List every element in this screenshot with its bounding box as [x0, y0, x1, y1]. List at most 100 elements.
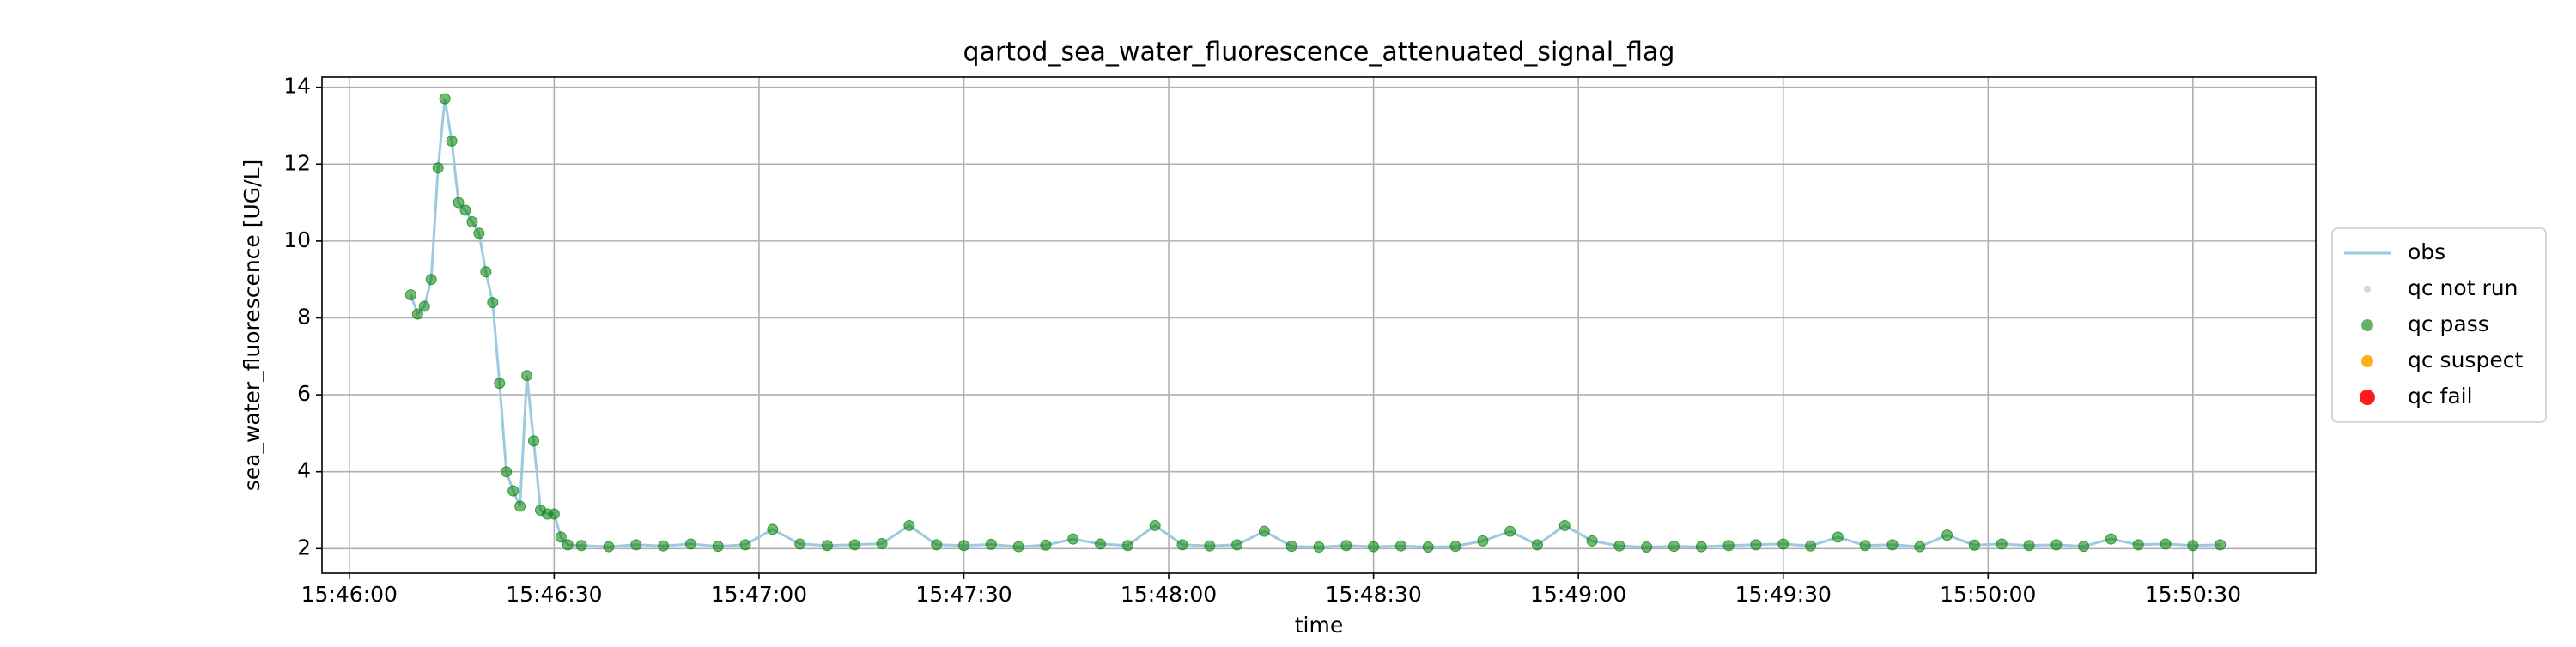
qc-point	[1914, 541, 1926, 553]
qc-point	[1886, 539, 1899, 551]
qc-point	[1095, 538, 1107, 550]
legend: obs qc not run qc pass qc suspect qc fail	[2331, 227, 2547, 423]
qc-point	[1067, 533, 1079, 545]
qc-point	[1641, 541, 1653, 553]
qc-point	[2105, 533, 2117, 545]
qc-point	[1695, 541, 1707, 553]
x-tick-label: 15:47:30	[915, 582, 1012, 607]
qc-point	[1531, 539, 1543, 551]
qc-point	[1996, 538, 2008, 550]
x-tick-label: 15:50:30	[2145, 582, 2241, 607]
qc-point	[1121, 540, 1133, 552]
legend-marker	[2360, 390, 2375, 405]
x-tick-label: 15:49:30	[1735, 582, 1832, 607]
x-axis-label: time	[1295, 613, 1343, 638]
qc-point	[555, 531, 567, 543]
qc-point	[1040, 539, 1052, 551]
qc-point	[473, 227, 485, 239]
qc-point	[453, 197, 465, 209]
qc-point	[466, 215, 478, 227]
qc-point	[2023, 540, 2035, 552]
x-tick-label: 15:48:30	[1325, 582, 1421, 607]
qc-point	[425, 274, 437, 286]
qc-point	[446, 135, 458, 147]
legend-marker	[2361, 319, 2373, 331]
qc-point	[2215, 539, 2227, 551]
qc-point	[1149, 519, 1161, 531]
qc-point	[1285, 541, 1297, 553]
qc-point	[459, 204, 471, 216]
legend-label: qc fail	[2408, 384, 2473, 408]
y-tick-label: 10	[283, 227, 311, 252]
qc-point	[1012, 541, 1024, 553]
qc-point	[985, 538, 997, 550]
y-tick-label: 6	[297, 381, 311, 406]
qc-point	[1613, 540, 1625, 552]
qc-point	[2132, 539, 2144, 551]
qc-point	[1777, 538, 1789, 550]
qc-point	[1805, 540, 1817, 552]
qc-point	[1368, 541, 1380, 553]
y-tick-label: 2	[297, 535, 311, 559]
legend-label: obs	[2408, 239, 2445, 264]
qc-point	[821, 540, 833, 552]
qc-point	[2050, 539, 2063, 551]
qc-point	[957, 540, 969, 552]
qc-point	[1477, 535, 1489, 547]
qc-point	[480, 266, 492, 278]
qc-point	[494, 378, 506, 390]
qc-point	[2187, 540, 2199, 552]
y-tick-label: 8	[297, 304, 311, 329]
qc-point	[848, 539, 860, 551]
qc-point	[1941, 529, 1953, 541]
qc-point	[418, 300, 430, 312]
qc-point	[548, 508, 560, 520]
qc-point	[739, 539, 751, 551]
legend-label: qc suspect	[2408, 348, 2523, 372]
qc-point	[1394, 540, 1406, 552]
qc-point	[1449, 541, 1461, 553]
qc-point	[1313, 541, 1325, 553]
qc-point	[1668, 541, 1680, 553]
obs-line	[409, 98, 2221, 549]
qc-point	[2160, 538, 2172, 550]
qc-point	[1340, 540, 1352, 552]
qc-point	[562, 539, 574, 551]
x-tick-label: 15:47:00	[711, 582, 807, 607]
qc-point	[501, 466, 513, 478]
qc-point	[1422, 541, 1434, 553]
qc-point	[684, 538, 696, 550]
plot-frame	[321, 76, 2317, 574]
qc-point	[528, 435, 540, 447]
qc-point	[521, 370, 533, 382]
y-tick-label: 12	[283, 150, 311, 175]
qc-point	[432, 162, 444, 174]
qc-point	[2078, 541, 2090, 553]
legend-marker	[2361, 355, 2373, 367]
qc-point	[794, 538, 806, 550]
qc-point	[411, 308, 423, 320]
x-tick-label: 15:46:30	[506, 582, 602, 607]
qc-point	[630, 539, 642, 551]
qc-point	[1859, 540, 1871, 552]
qc-point	[1258, 525, 1270, 537]
x-tick-label: 15:48:00	[1121, 582, 1217, 607]
qc-point	[712, 541, 724, 553]
qc-point	[487, 297, 499, 309]
qc-point	[439, 93, 451, 105]
qc-point	[507, 485, 519, 497]
x-tick-label: 15:49:00	[1530, 582, 1626, 607]
x-tick-label: 15:46:00	[301, 582, 398, 607]
qc-point	[575, 540, 587, 552]
qc-point	[1722, 540, 1735, 552]
legend-marker	[2364, 286, 2371, 293]
legend-label: qc pass	[2408, 311, 2489, 336]
y-axis-label: sea_water_fluorescence [UG/L]	[240, 160, 264, 492]
qc-point	[658, 540, 670, 552]
qc-point	[1832, 531, 1844, 543]
qc-point	[404, 289, 416, 301]
qc-point	[876, 537, 888, 549]
qc-point	[1968, 539, 1980, 551]
qc-point	[1558, 519, 1571, 531]
